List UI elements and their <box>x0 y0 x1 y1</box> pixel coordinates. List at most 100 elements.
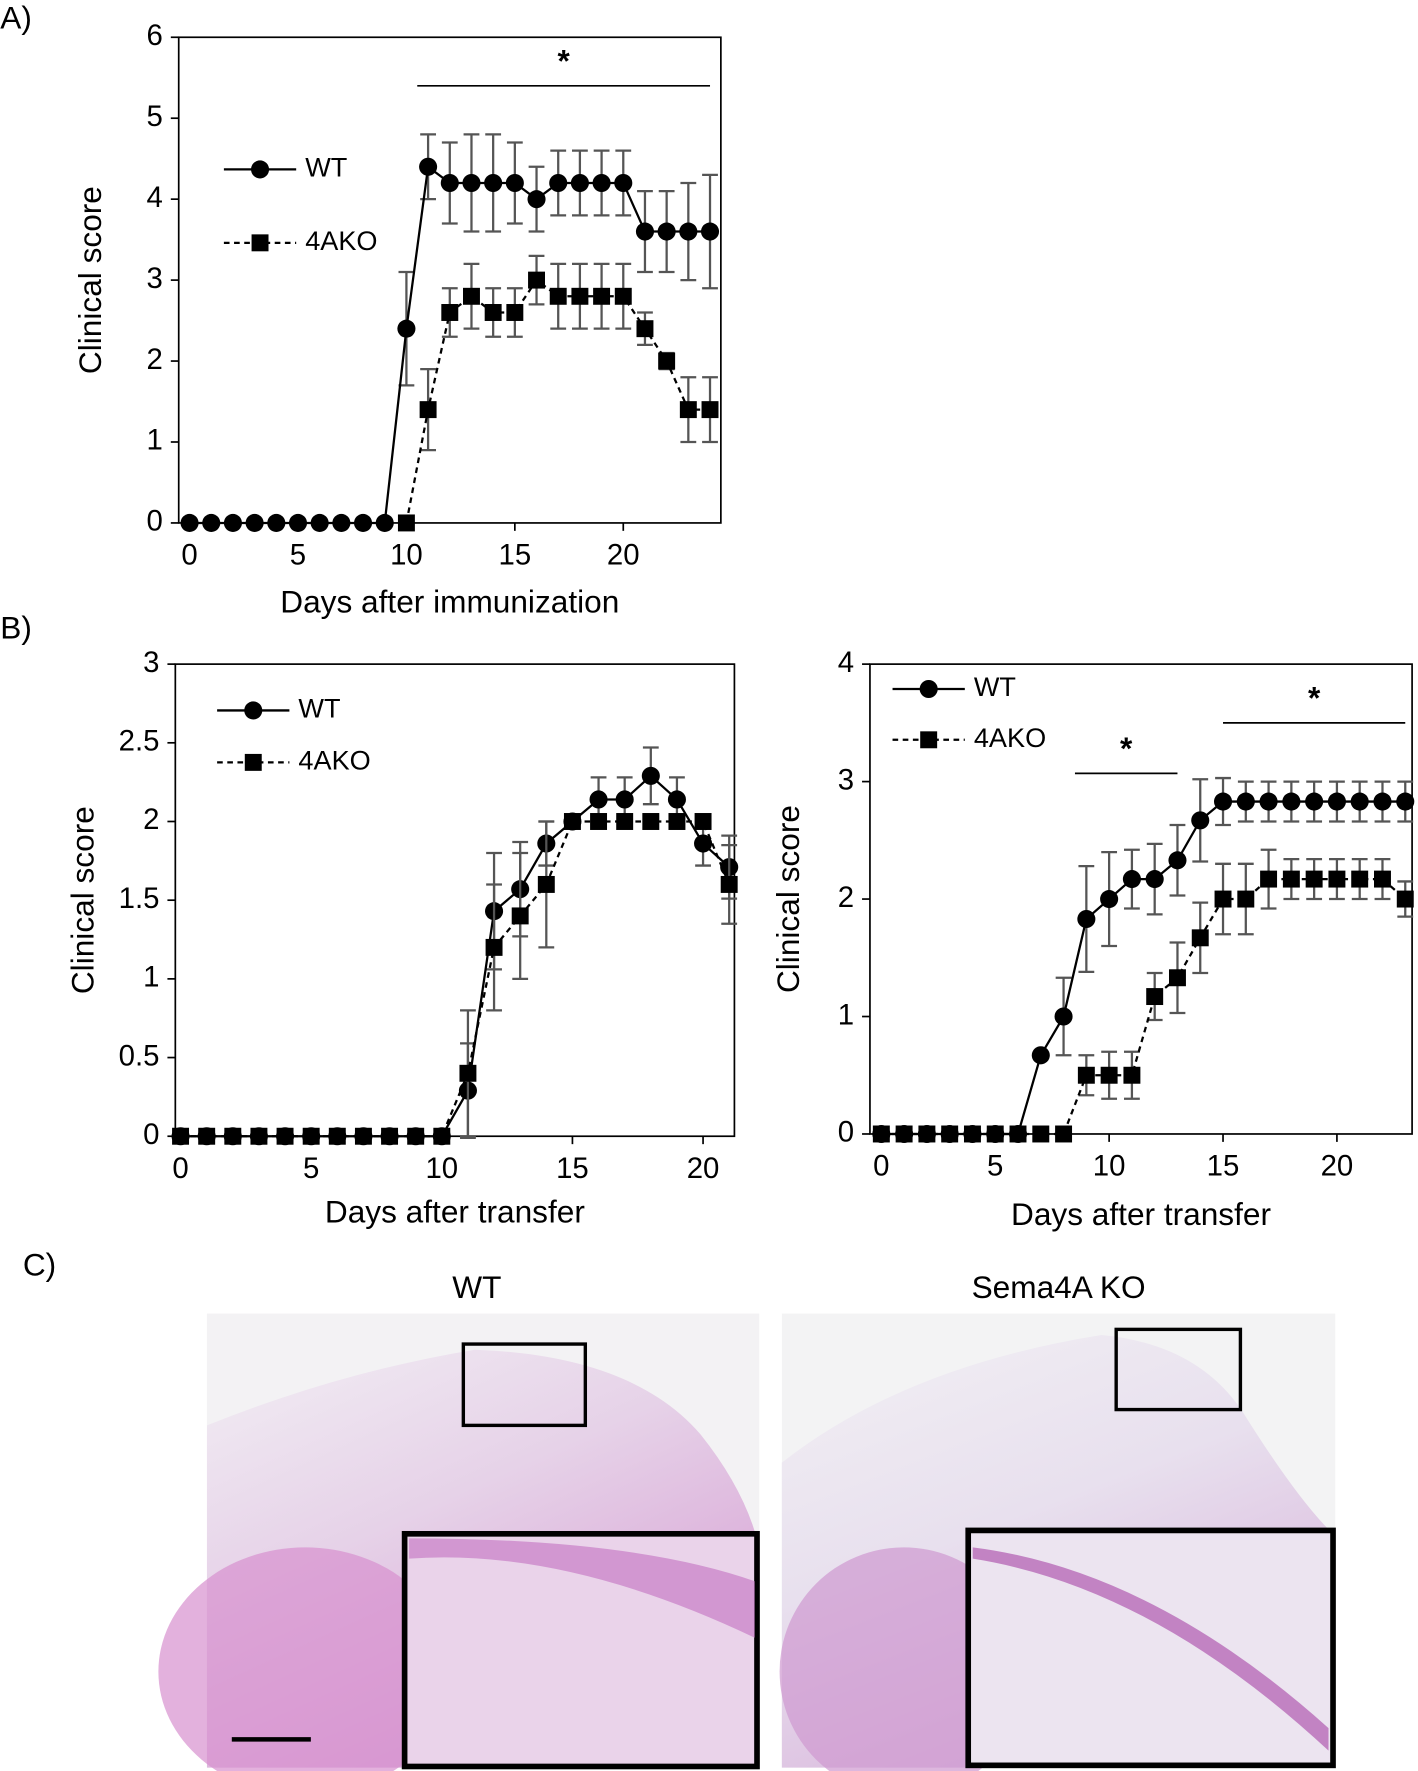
data-point <box>198 1127 216 1145</box>
series-line <box>881 800 1406 1136</box>
data-point <box>288 513 308 532</box>
data-point <box>506 304 524 321</box>
data-point <box>1396 792 1415 811</box>
data-point <box>570 173 589 193</box>
data-point <box>635 222 654 241</box>
x-tick-label: 20 <box>607 539 640 572</box>
data-point <box>1054 1007 1073 1026</box>
data-point <box>616 813 634 830</box>
series-line <box>180 820 731 1138</box>
data-point <box>986 1125 1004 1143</box>
y-tick-label: 2 <box>838 881 854 914</box>
series-line <box>180 774 730 1138</box>
y-axis-label: Clinical score <box>770 805 806 993</box>
zoom-box <box>1114 1327 1243 1412</box>
data-point <box>571 287 589 305</box>
data-point <box>1122 870 1141 889</box>
image-label: WT <box>452 1269 501 1305</box>
data-point <box>419 157 438 176</box>
data-point <box>1373 792 1392 811</box>
y-tick-label: 1 <box>143 961 159 994</box>
data-point <box>375 513 394 532</box>
x-tick-label: 0 <box>181 539 197 572</box>
legend-marker <box>251 160 270 179</box>
data-point <box>679 222 698 241</box>
plot-frame <box>177 36 722 524</box>
zoom-box <box>461 1342 588 1428</box>
data-point <box>505 173 524 193</box>
y-tick-label: 2 <box>147 343 163 376</box>
y-tick-label: 0 <box>838 1116 854 1149</box>
data-point <box>459 1064 477 1082</box>
y-tick-label: 4 <box>147 181 163 214</box>
x-tick-label: 10 <box>390 539 423 572</box>
data-point <box>1055 1125 1073 1143</box>
x-tick-label: 20 <box>687 1152 720 1185</box>
data-point <box>1031 1046 1050 1065</box>
data-point <box>1236 792 1255 811</box>
data-point <box>593 287 611 305</box>
panel-label: A) <box>0 0 32 36</box>
legend-marker <box>920 731 938 749</box>
series-line <box>881 877 1407 1136</box>
x-tick-label: 20 <box>1321 1150 1354 1183</box>
y-tick-label: 1 <box>147 424 163 457</box>
data-point <box>1374 870 1391 888</box>
data-point <box>1077 1066 1095 1084</box>
histology: WT Sema4A KO <box>158 1269 1336 1771</box>
legend-label: WT <box>298 693 340 724</box>
data-point <box>224 1127 242 1145</box>
data-point <box>484 173 503 193</box>
data-point <box>1351 870 1369 888</box>
data-point <box>1305 870 1323 888</box>
image-label: Sema4A KO <box>972 1269 1146 1305</box>
data-point <box>1145 870 1164 889</box>
data-point <box>1260 870 1278 888</box>
significance-label: * <box>1308 680 1321 716</box>
data-point <box>1305 792 1324 811</box>
significance-label: * <box>557 43 570 79</box>
y-tick-label: 0.5 <box>119 1039 160 1072</box>
y-tick-label: 3 <box>147 262 163 295</box>
y-tick-label: 3 <box>143 646 159 679</box>
data-point <box>1009 1125 1027 1143</box>
data-point <box>589 790 608 809</box>
data-point <box>1032 1125 1050 1143</box>
data-point <box>667 790 686 809</box>
grey-matter <box>158 1547 453 1771</box>
data-point <box>250 1127 268 1145</box>
data-point <box>462 173 481 193</box>
data-point <box>463 287 480 305</box>
data-point <box>528 271 546 289</box>
data-point <box>1213 792 1233 811</box>
data-point <box>1191 811 1210 830</box>
data-point <box>1168 969 1186 987</box>
data-point <box>1327 792 1346 811</box>
data-point <box>694 834 713 853</box>
data-point <box>694 813 712 830</box>
data-point <box>332 513 351 532</box>
data-point <box>549 287 567 305</box>
data-point <box>267 513 286 532</box>
data-point <box>328 1127 346 1145</box>
data-point <box>1328 870 1346 888</box>
data-point <box>668 813 686 830</box>
data-point <box>302 1127 320 1145</box>
data-point <box>658 352 676 370</box>
data-point <box>1168 851 1187 870</box>
x-axis-label: Days after immunization <box>280 584 619 620</box>
x-tick-label: 15 <box>556 1152 589 1185</box>
legend-marker <box>251 234 269 252</box>
x-tick-label: 5 <box>290 539 306 572</box>
panel-label: C) <box>23 1247 56 1283</box>
data-point <box>1146 988 1164 1006</box>
data-point <box>1100 890 1119 909</box>
x-axis-label: Days after transfer <box>1011 1196 1271 1232</box>
data-point <box>963 1125 981 1143</box>
data-point <box>511 907 529 925</box>
x-tick-label: 10 <box>425 1152 458 1185</box>
inset-infiltrate <box>409 1538 755 1638</box>
x-tick-label: 15 <box>499 539 532 572</box>
y-tick-label: 0 <box>143 1118 159 1151</box>
data-point <box>354 1127 372 1145</box>
